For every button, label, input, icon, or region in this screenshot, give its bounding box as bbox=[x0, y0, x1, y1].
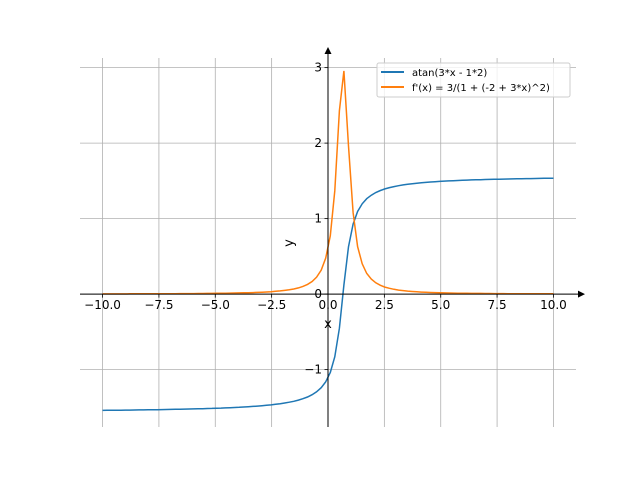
y-axis-label: y bbox=[282, 239, 297, 247]
y-tick-label: −1 bbox=[304, 363, 322, 377]
x-tick-label: 2.5 bbox=[375, 298, 394, 312]
y-tick-label: 0 bbox=[314, 287, 322, 301]
legend-label-atan: atan(3*x - 1*2) bbox=[412, 68, 487, 79]
x-tick-label: 10.0 bbox=[540, 298, 567, 312]
x-tick-label: 7.5 bbox=[488, 298, 507, 312]
axes bbox=[80, 47, 585, 427]
x-axis-label: x bbox=[324, 317, 332, 332]
legend-label-derivative: f'(x) = 3/(1 + (-2 + 3*x)^2) bbox=[412, 83, 550, 94]
y-axis-arrow-icon bbox=[324, 47, 332, 54]
ticks: −10.0 −7.5 −5.0 −2.5 0.0 2.5 5.0 7.5 10.0 −1 0 1 2 3 bbox=[84, 61, 567, 377]
x-tick-label: 0.0 bbox=[318, 298, 337, 312]
x-tick-label: −7.5 bbox=[144, 298, 173, 312]
legend: atan(3*x - 1*2) f'(x) = 3/(1 + (-2 + 3*x… bbox=[376, 62, 571, 98]
y-tick-label: 1 bbox=[314, 212, 322, 226]
y-tick-label: 2 bbox=[314, 136, 322, 150]
x-tick-label: −5.0 bbox=[201, 298, 230, 312]
x-tick-label: −2.5 bbox=[257, 298, 286, 312]
x-axis-arrow-icon bbox=[578, 290, 585, 298]
x-tick-label: −10.0 bbox=[84, 298, 121, 312]
x-tick-label: 5.0 bbox=[431, 298, 450, 312]
y-tick-label: 3 bbox=[314, 61, 322, 75]
